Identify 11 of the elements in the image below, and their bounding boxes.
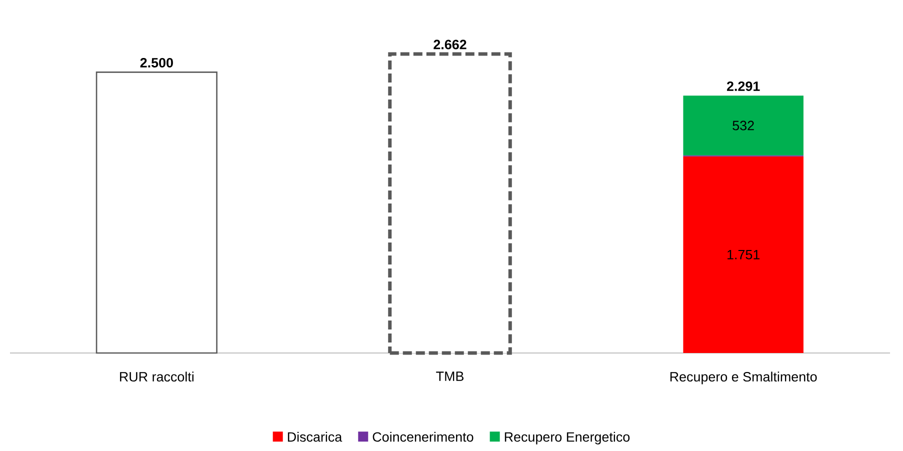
total-label: 2.500 (140, 58, 173, 68)
data-label: 532 (732, 120, 754, 130)
x-tick-label: Recupero e Smaltimento (670, 372, 817, 384)
legend-label: Coincenerimento (372, 432, 474, 442)
legend-label: Recupero Energetico (504, 432, 630, 444)
legend-label: Discarica (288, 432, 342, 442)
total-label: 2.291 (726, 81, 760, 91)
total-label: 2.662 (434, 40, 466, 50)
x-tick-label: TMB (436, 372, 464, 381)
x-tick-label: RUR raccolti (120, 372, 194, 382)
data-label: 1.751 (728, 250, 760, 260)
